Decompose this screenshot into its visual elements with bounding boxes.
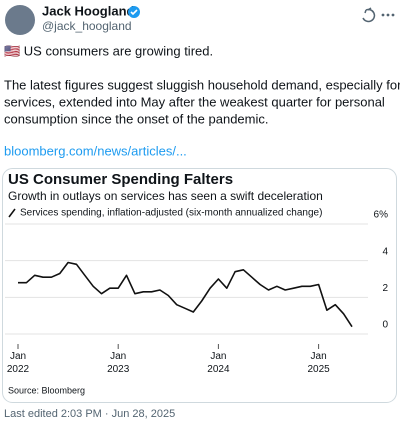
tweet-text: services, extended into May after the we… bbox=[4, 94, 385, 109]
tweet-text: consumption since the onset of the pande… bbox=[4, 111, 269, 126]
legend-swatch bbox=[8, 208, 16, 218]
y-tick-label: 4 bbox=[382, 246, 388, 257]
data-line bbox=[18, 261, 353, 328]
chart-title: US Consumer Spending Falters bbox=[8, 171, 233, 188]
tweet-text: The latest figures suggest sluggish hous… bbox=[4, 77, 400, 92]
x-tick-label: Jan 2023 bbox=[107, 351, 130, 375]
legend-label: Services spending, inflation-adjusted (s… bbox=[20, 208, 322, 219]
y-tick-label: 0 bbox=[382, 320, 388, 331]
avatar[interactable] bbox=[5, 5, 35, 35]
chart-source: Source: Bloomberg bbox=[8, 385, 85, 395]
x-tick-label: Jan 2025 bbox=[307, 351, 330, 375]
author-handle[interactable]: @jack_hoogland bbox=[42, 19, 132, 33]
verified-check bbox=[130, 9, 138, 16]
x-tick-label: Jan 2022 bbox=[7, 351, 30, 375]
timestamp[interactable]: Last edited 2:03 PM · Jun 28, 2025 bbox=[4, 408, 175, 420]
x-tick-label: Jan 2024 bbox=[207, 351, 230, 375]
link[interactable]: bloomberg.com/news/articles/... bbox=[4, 143, 187, 158]
chart-subtitle: Growth in outlays on services has seen a… bbox=[8, 189, 323, 203]
author-name[interactable]: Jack Hoogland bbox=[42, 3, 135, 18]
grok-icon[interactable] bbox=[362, 7, 376, 23]
y-tick-label: 2 bbox=[382, 283, 388, 294]
chart-card[interactable] bbox=[2, 168, 397, 403]
y-tick-label: 6% bbox=[374, 210, 389, 221]
more-icon[interactable] bbox=[381, 13, 395, 17]
tweet-text: 🇺🇸 US consumers are growing tired. bbox=[4, 43, 213, 58]
